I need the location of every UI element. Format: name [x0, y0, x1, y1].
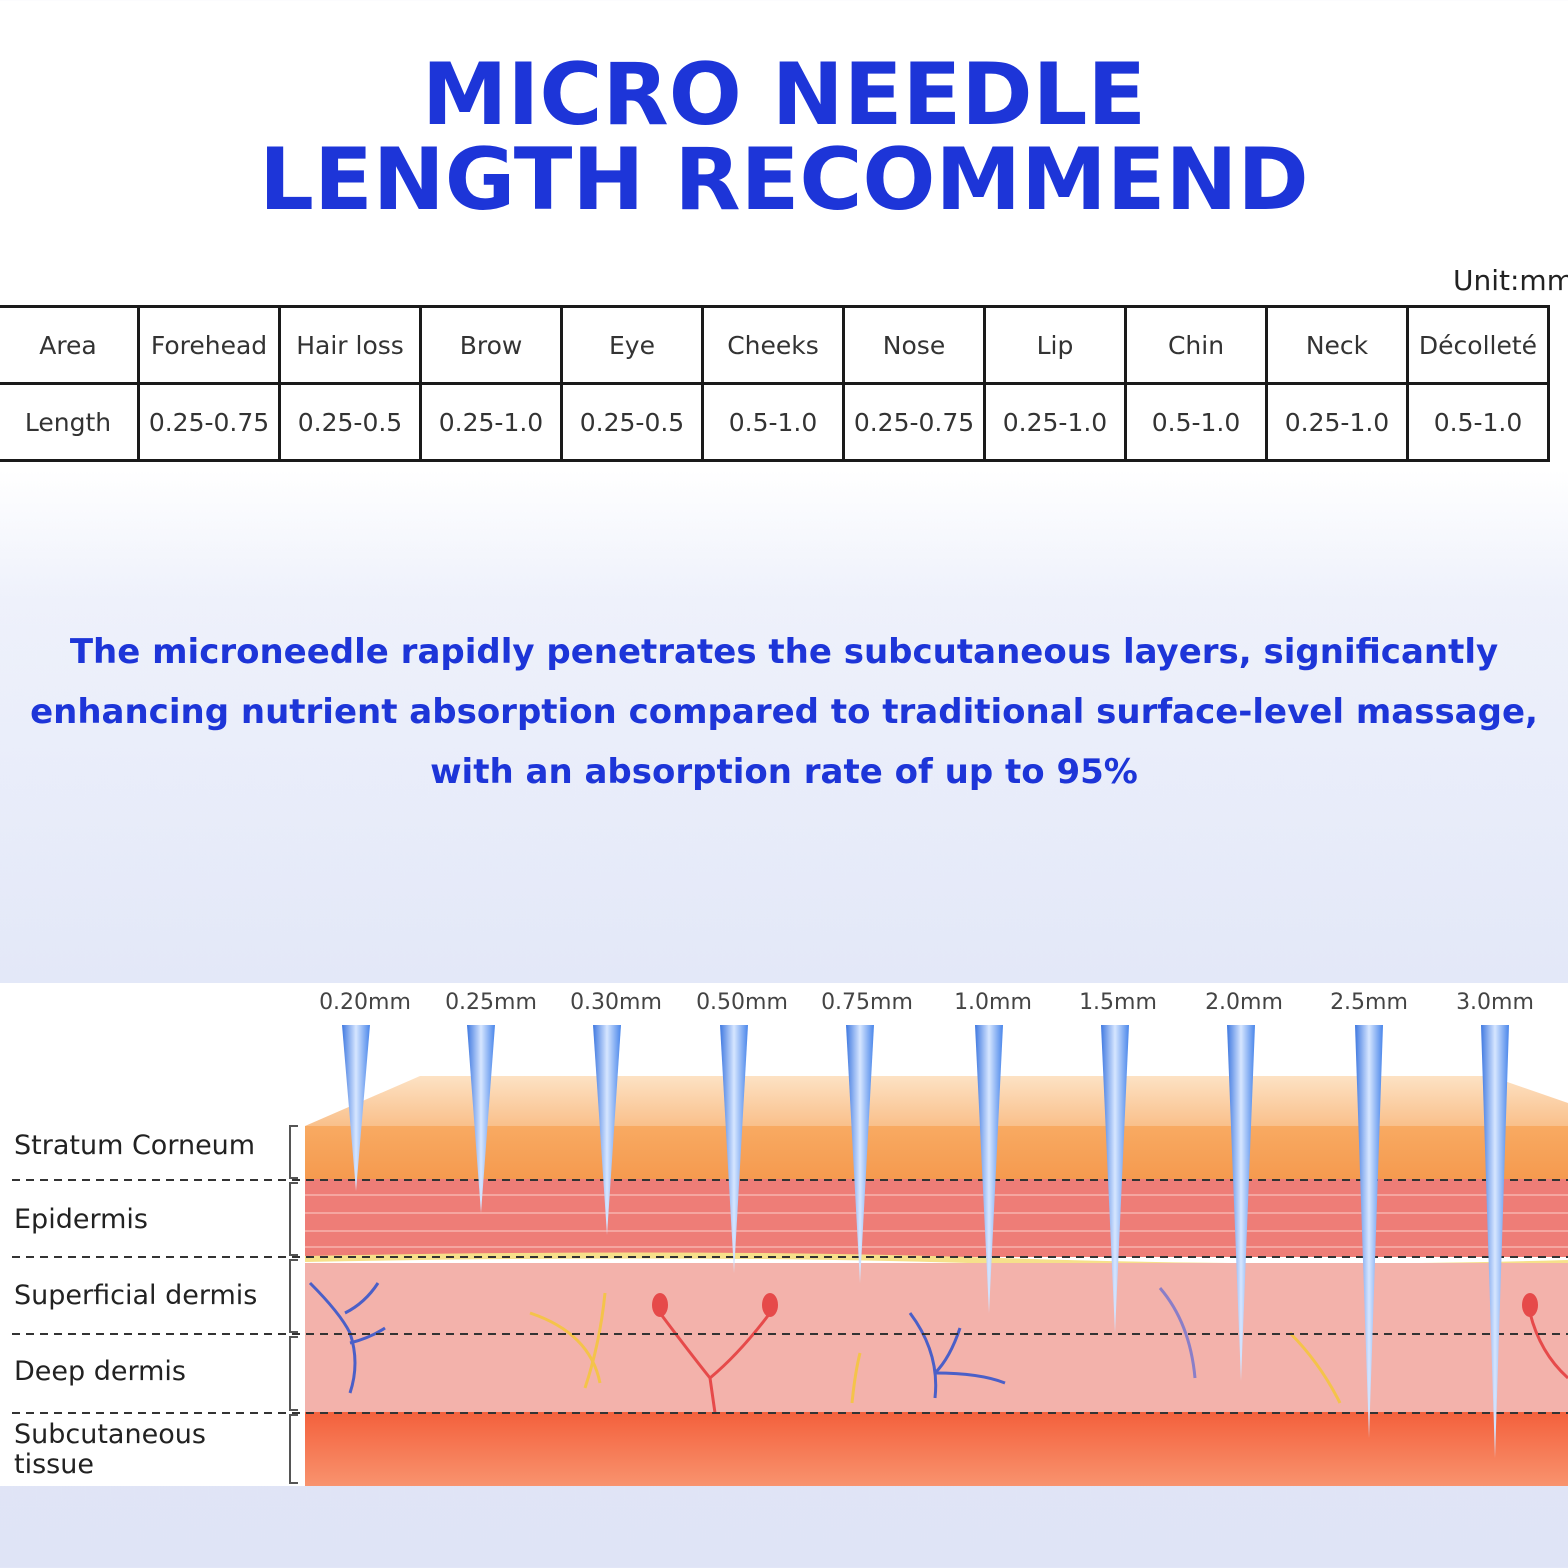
table-cell: 0.25-1.0 — [1265, 382, 1409, 462]
page-title-line-1: MICRO NEEDLE — [421, 45, 1147, 145]
needle-label-0.30mm: 0.30mm — [570, 990, 662, 1015]
table-cell: Décolleté — [1406, 305, 1550, 385]
table-cell: 0.25-1.0 — [419, 382, 563, 462]
needle-1.5mm — [1101, 1025, 1129, 1333]
needle-2.5mm — [1355, 1025, 1383, 1438]
table-cell: 0.25-1.0 — [983, 382, 1127, 462]
needle-label-2.0mm: 2.0mm — [1205, 990, 1283, 1015]
table-cell: 0.25-0.75 — [842, 382, 986, 462]
table-cell: Forehead — [137, 305, 281, 385]
table-cell: 0.5-1.0 — [1406, 382, 1550, 462]
needle-label-2.5mm: 2.5mm — [1330, 990, 1408, 1015]
needle-0.75mm — [846, 1025, 874, 1283]
skin-cross-section-diagram — [12, 1025, 1568, 1486]
needle-2.0mm — [1227, 1025, 1255, 1381]
subcutaneous-layer — [305, 1412, 1568, 1486]
table-cell: Length — [0, 382, 140, 462]
needle-0.50mm — [720, 1025, 748, 1273]
layer-brackets — [289, 1125, 298, 1484]
needle-0.30mm — [593, 1025, 621, 1235]
blood-vessels — [308, 1281, 1568, 1414]
table-cell: Chin — [1124, 305, 1268, 385]
layer-label-stratum-corneum: Stratum Corneum — [14, 1130, 256, 1161]
layer-label-epidermis: Epidermis — [14, 1204, 148, 1235]
table-length-row: Length 0.25-0.75 0.25-0.5 0.25-1.0 0.25-… — [0, 382, 1550, 462]
table-cell: Hair loss — [278, 305, 422, 385]
needle-1.0mm — [975, 1025, 1003, 1313]
needle-length-table: Area Forehead Hair loss Brow Eye Cheeks … — [0, 305, 1550, 462]
needle-label-1.0mm: 1.0mm — [954, 990, 1032, 1015]
needle-label-0.50mm: 0.50mm — [696, 990, 788, 1015]
table-cell: 0.25-0.5 — [278, 382, 422, 462]
needle-label-3.0mm: 3.0mm — [1456, 990, 1534, 1015]
needle-label-0.75mm: 0.75mm — [821, 990, 913, 1015]
stratum-corneum-layer — [305, 1126, 1568, 1179]
layer-label-deep-dermis: Deep dermis — [14, 1356, 186, 1387]
table-cell: Cheeks — [701, 305, 845, 385]
needle-label-0.20mm: 0.20mm — [319, 990, 411, 1015]
layer-label-subcutaneous-tissue: Subcutaneous tissue — [14, 1419, 206, 1480]
table-cell: 0.5-1.0 — [1124, 382, 1268, 462]
page-title-line-2: LENGTH RECOMMEND — [259, 130, 1309, 230]
table-cell: Area — [0, 305, 140, 385]
layer-separators — [12, 1179, 1568, 1414]
table-cell: Neck — [1265, 305, 1409, 385]
needle-label-1.5mm: 1.5mm — [1079, 990, 1157, 1015]
epidermis-layer — [305, 1179, 1568, 1257]
needle-0.25mm — [467, 1025, 495, 1213]
table-header-row: Area Forehead Hair loss Brow Eye Cheeks … — [0, 305, 1550, 385]
unit-label: Unit:mm — [1453, 264, 1568, 297]
microneedles — [342, 1025, 1509, 1458]
description-text: The microneedle rapidly penetrates the s… — [30, 632, 1538, 792]
table-cell: Lip — [983, 305, 1127, 385]
epidermis-cell-pattern — [305, 1194, 1568, 1248]
table-cell: Brow — [419, 305, 563, 385]
needle-0.20mm — [342, 1025, 370, 1191]
table-cell: Nose — [842, 305, 986, 385]
layer-label-superficial-dermis: Superficial dermis — [14, 1280, 258, 1311]
table-cell: Eye — [560, 305, 704, 385]
needle-3.0mm — [1481, 1025, 1509, 1458]
table-cell: 0.25-0.75 — [137, 382, 281, 462]
needle-label-0.25mm: 0.25mm — [445, 990, 537, 1015]
vessel-bulbs — [652, 1293, 1538, 1317]
table-cell: 0.5-1.0 — [701, 382, 845, 462]
table-cell: 0.25-0.5 — [560, 382, 704, 462]
